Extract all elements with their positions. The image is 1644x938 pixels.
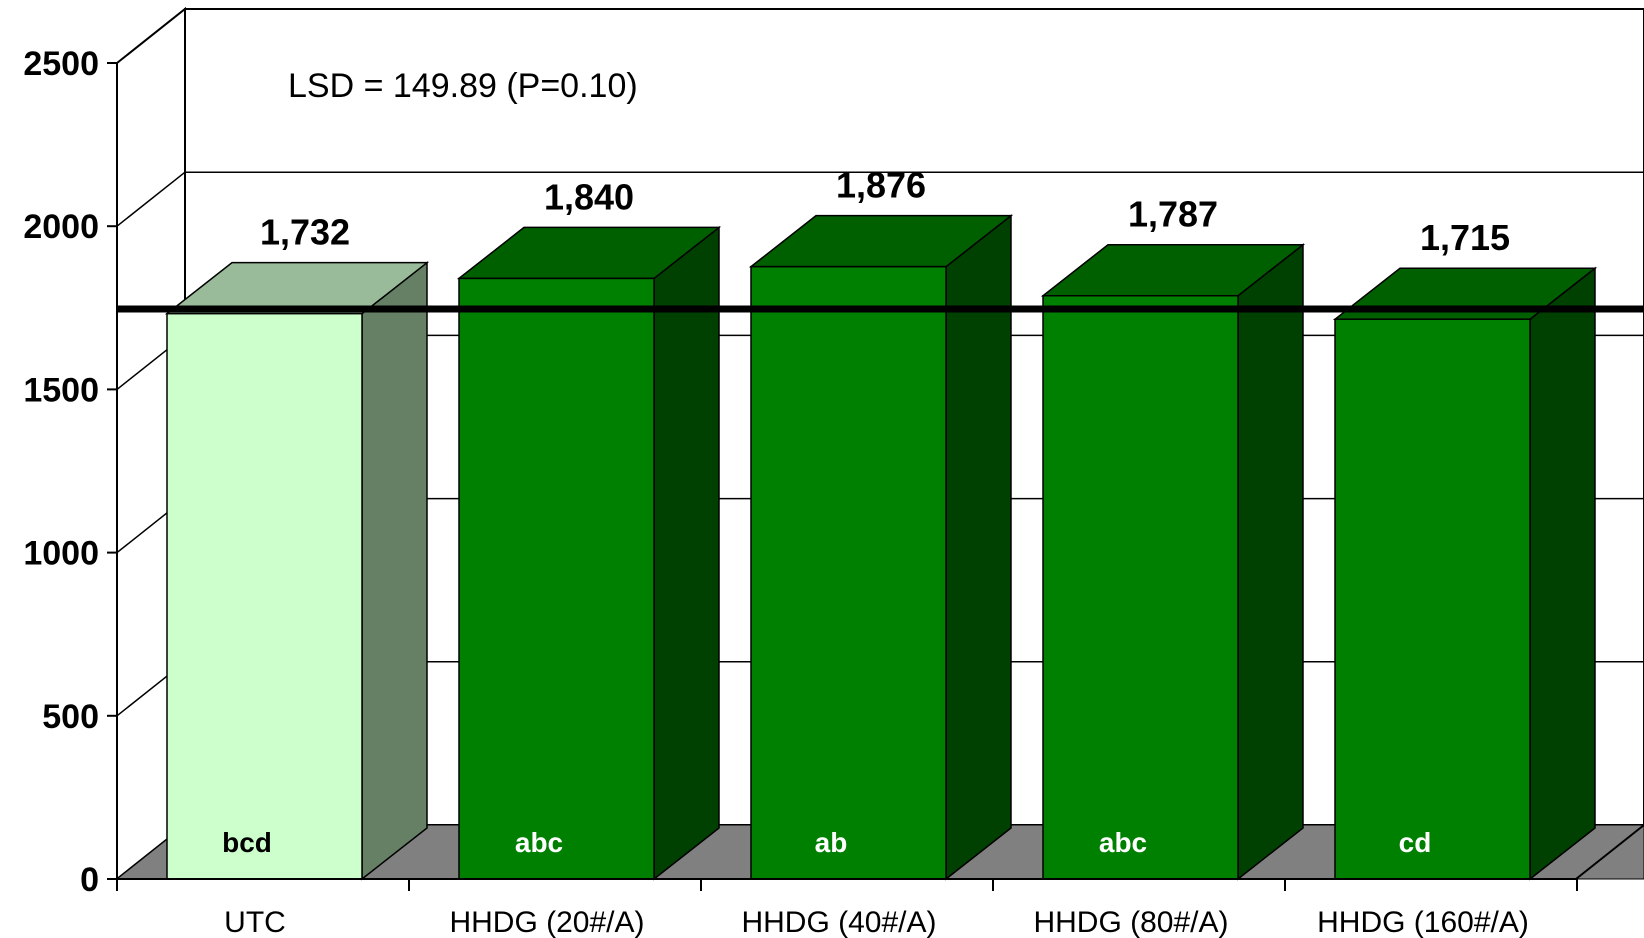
x-tick-label: HHDG (40#/A): [741, 906, 936, 938]
y-tick-label: 500: [42, 698, 99, 736]
bar-side: [1529, 266, 1596, 881]
gridline-side: [116, 171, 186, 227]
y-tick-label: 2500: [23, 45, 99, 83]
bar-1: 1,840 abc: [456, 176, 722, 881]
x-tick-label: HHDG (160#/A): [1317, 906, 1529, 938]
x-tick-label: HHDG (80#/A): [1033, 906, 1228, 938]
bar-side: [945, 214, 1012, 881]
bar: [166, 312, 363, 880]
y-tick-label: 0: [80, 861, 99, 899]
bar: [1334, 318, 1531, 880]
value-label: 1,840: [544, 176, 634, 217]
bar: [750, 265, 947, 880]
bar: [1042, 294, 1239, 880]
bar-3: 1,787 abc: [1040, 194, 1306, 881]
floor-edge: [1575, 824, 1644, 880]
value-label: 1,876: [836, 165, 926, 206]
y-axis: 0 500 1000 1500 2000 2500: [23, 45, 118, 899]
bar-4: 1,715 cd: [1332, 217, 1598, 881]
bar-0: 1,732 bcd: [164, 212, 430, 881]
x-axis: UTC HHDG (20#/A) HHDG (40#/A) HHDG (80#/A) H…: [116, 824, 1644, 938]
bar: [458, 277, 655, 880]
x-tick-label: HHDG (20#/A): [449, 906, 644, 938]
value-label: 1,787: [1128, 194, 1218, 235]
significance-letter: abc: [1099, 827, 1147, 858]
bar-side: [653, 225, 720, 881]
value-label: 1,732: [260, 212, 350, 253]
lsd-annotation: LSD = 149.89 (P=0.10): [288, 67, 638, 105]
bars: 1,732 bcd 1,840 abc 1,876 ab 1,787 abc 1,715 cd: [164, 165, 1598, 881]
significance-letter: bcd: [222, 827, 272, 858]
significance-letter: ab: [815, 827, 848, 858]
bar-2: 1,876 ab: [748, 165, 1014, 881]
x-tick-label: UTC: [224, 906, 286, 938]
y-tick-label: 1000: [23, 535, 99, 573]
significance-letter: abc: [515, 827, 563, 858]
value-label: 1,715: [1420, 217, 1510, 258]
bar-side: [361, 261, 428, 881]
y-tick-label: 2000: [23, 208, 99, 246]
bar-side: [1237, 243, 1304, 881]
significance-letter: cd: [1399, 827, 1432, 858]
y-tick-label: 1500: [23, 371, 99, 409]
